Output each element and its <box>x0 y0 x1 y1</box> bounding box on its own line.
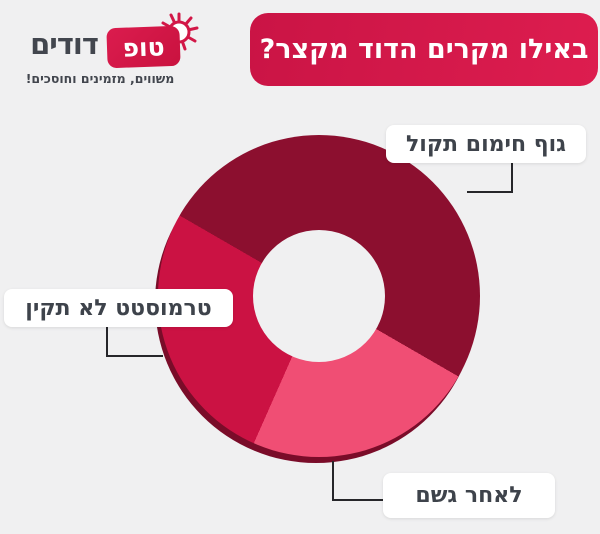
logo-tagline: משווים, מזמינים וחוסכים! <box>25 71 175 86</box>
callout-rain-connector-horizontal <box>332 499 385 501</box>
callout-heating-connector-horizontal <box>467 191 513 193</box>
logo-badge-text: טופ <box>122 31 166 63</box>
logo-badge: טופ <box>106 25 181 69</box>
callout-thermostat: טרמוסטט לא תקין <box>4 289 233 327</box>
callout-heating-label: גוף חימום תקול <box>406 131 567 157</box>
callout-thermostat-connector-horizontal <box>106 355 163 357</box>
callout-thermostat-connector-vertical <box>106 327 108 357</box>
callout-thermostat-label: טרמוסטט לא תקין <box>25 295 212 321</box>
donut-hole <box>253 230 385 362</box>
title-banner: באילו מקרים הדוד מקצר? <box>250 13 598 86</box>
callout-rain-connector-vertical <box>332 461 334 501</box>
callout-heating-element: גוף חימום תקול <box>386 125 586 163</box>
logo-brand-text: דודים <box>30 27 99 61</box>
callout-after-rain: לאחר גשם <box>383 473 555 518</box>
top-dudim-logo: טופ דודים משווים, מזמינים וחוסכים! <box>18 12 199 96</box>
callout-heating-connector-vertical <box>511 163 513 193</box>
callout-rain-label: לאחר גשם <box>415 483 523 508</box>
page-title: באילו מקרים הדוד מקצר? <box>259 34 589 65</box>
